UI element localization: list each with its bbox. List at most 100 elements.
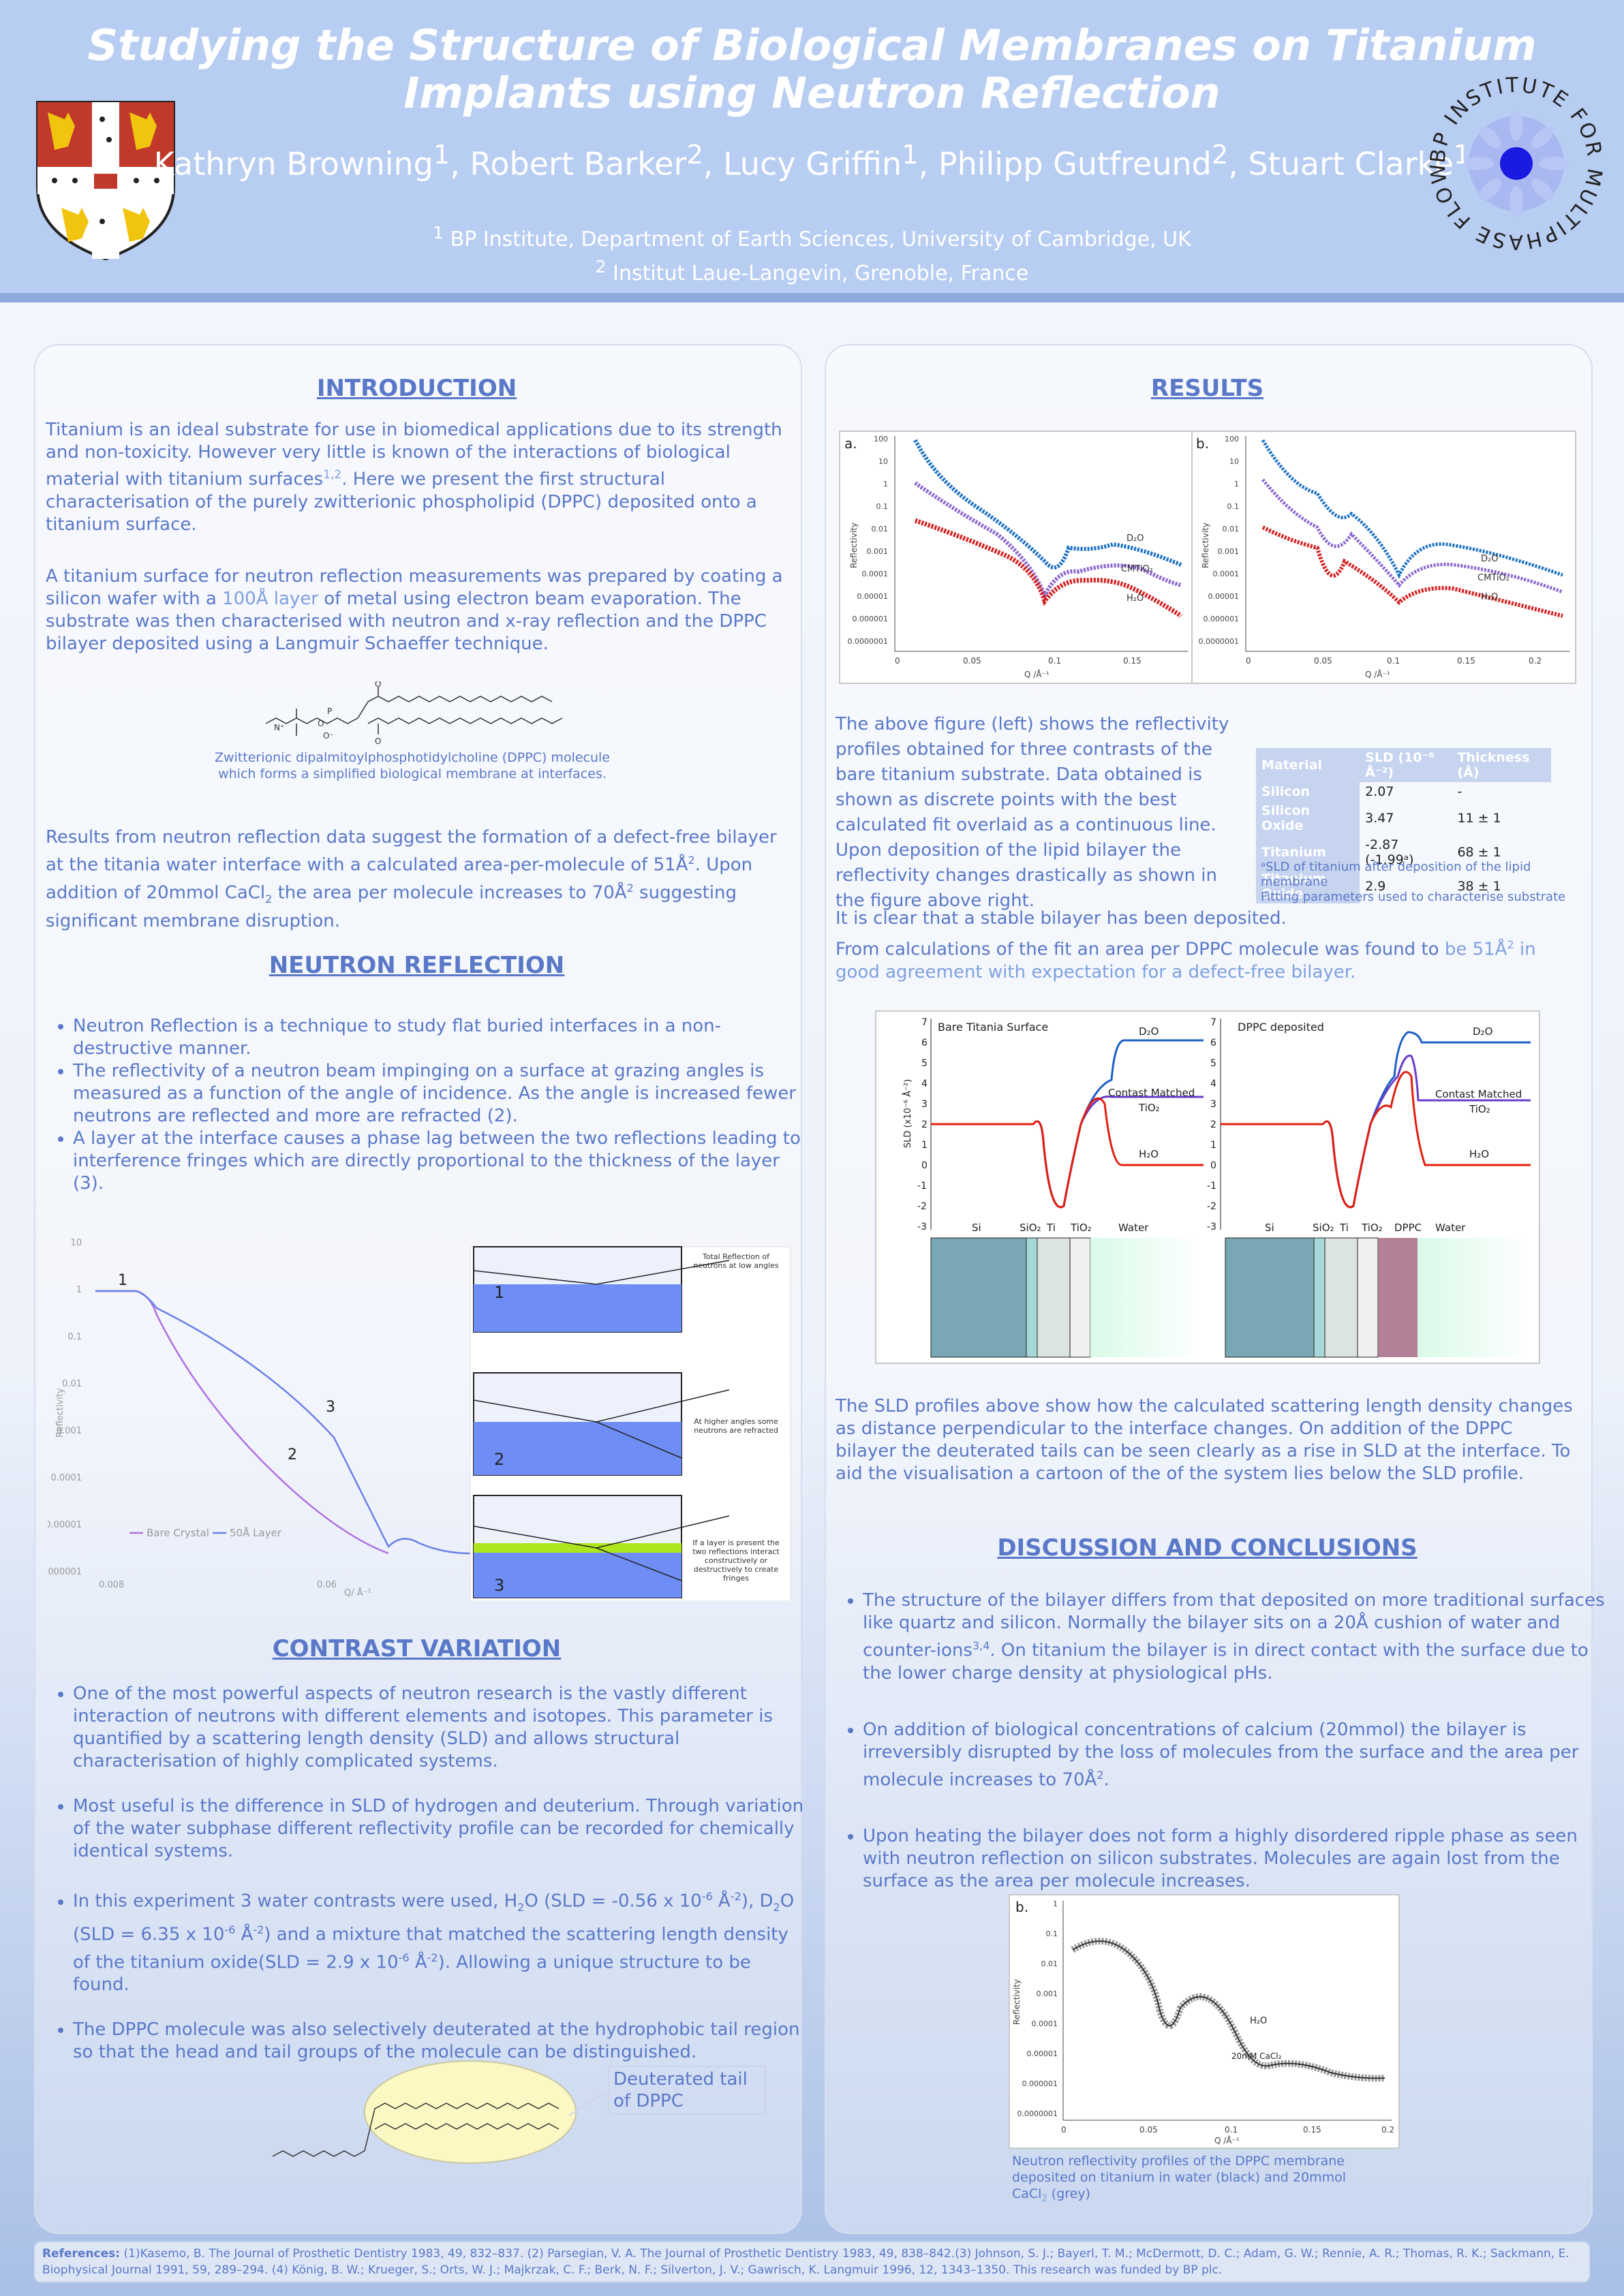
svg-text:H₂O: H₂O [1250,2016,1267,2026]
bullet-item: In this experiment 3 water contrasts wer… [73,1885,809,1996]
sld-left-title: Bare Titania Surface [938,1021,1048,1034]
discussion-bullets: The structure of the bilayer differs fro… [836,1589,1606,1893]
svg-text:-2: -2 [1207,1201,1216,1212]
svg-text:0.05: 0.05 [963,656,981,666]
svg-text:P: P [327,707,332,716]
affiliations: 1 BP Institute, Department of Earth Scie… [136,219,1488,288]
intro-paragraph-3: Results from neutron reflection data sug… [46,827,777,931]
svg-text:0.0001: 0.0001 [862,570,889,578]
calcium-figure-caption: Neutron reflectivity profiles of the DPP… [1012,2154,1347,2204]
bullet-item: Most useful is the difference in SLD of … [73,1795,809,1863]
svg-text:4: 4 [921,1079,928,1089]
svg-text:Contast Matched: Contast Matched [1108,1087,1195,1099]
svg-text:D₂O: D₂O [1473,1025,1492,1038]
svg-text:0.000001: 0.000001 [1204,615,1240,623]
table-row: Silicon 2.07- [1256,782,1551,801]
svg-text:5: 5 [921,1058,928,1069]
neutron-reflection-figure: 10 1 0.1 0.01 0.001 0.0001 0.00001 0.000… [48,1238,791,1601]
fig-a-label: a. [844,435,857,452]
svg-text:1: 1 [494,1283,504,1302]
svg-text:0.1: 0.1 [1046,1929,1058,1938]
svg-text:H₂O: H₂O [1127,593,1144,604]
svg-text:2: 2 [494,1450,504,1469]
legend-50a-layer: 50Å Layer [230,1526,282,1539]
svg-text:0.000001: 0.000001 [1022,2079,1058,2088]
svg-text:0: 0 [921,1160,928,1171]
svg-text:0: 0 [1246,656,1251,666]
svg-text:0.0000001: 0.0000001 [1199,637,1240,646]
author-list: Kathryn Browning1, Robert Barker2, Lucy … [153,140,1471,183]
svg-text:-3: -3 [1207,1222,1216,1232]
curve-label-2: 2 [288,1446,297,1463]
svg-text:-3: -3 [917,1222,927,1232]
fig-b-yticks: 100 10 1 0.1 0.01 0.001 0.0001 0.00001 0… [1199,435,1240,646]
author-name: Stuart Clarke [1248,145,1454,183]
affiliation-text: BP Institute, Department of Earth Scienc… [450,228,1191,251]
deuterated-dppc-molecule [272,2060,577,2164]
svg-text:D₂O: D₂O [1481,554,1498,564]
affiliation-mark: 2 [595,257,607,277]
svg-text:TiO₂: TiO₂ [1138,1102,1160,1114]
fig-b-label: b. [1196,435,1209,452]
svg-text:1: 1 [1210,1140,1216,1151]
svg-text:0.001: 0.001 [57,1426,82,1436]
svg-text:0.2: 0.2 [1529,656,1542,666]
svg-text:2: 2 [1210,1119,1216,1130]
svg-text:0.001: 0.001 [1037,1989,1058,1998]
svg-text:0.01: 0.01 [1041,1959,1058,1968]
author-name: Lucy Griffin [723,145,902,183]
svg-text:0.0000001: 0.0000001 [848,637,889,646]
contrast-variation-heading: CONTRAST VARIATION [272,1635,562,1662]
svg-text:Reflectivity: Reflectivity [55,1388,65,1438]
author-name: Kathryn Browning [153,145,433,183]
results-paragraph-1: The above figure (left) shows the reflec… [836,714,1229,911]
calcium-reflectivity-figure: b. 1 0.1 0.01 0.001 0.0001 0.00001 0.000… [1009,1894,1400,2149]
svg-text:0.1: 0.1 [876,502,889,511]
deuterated-tail-label: Deuterated tail of DPPC [608,2066,766,2115]
svg-text:0: 0 [1210,1160,1216,1171]
svg-text:0.0000001: 0.0000001 [1017,2109,1058,2118]
svg-text:3: 3 [1210,1099,1216,1110]
layer-curve [95,1290,471,1555]
legend-bare-crystal: Bare Crystal [147,1527,209,1539]
svg-text:0.00001: 0.00001 [857,592,889,601]
svg-text:100: 100 [874,435,888,444]
neutron-reflection-bullets: Neutron Reflection is a technique to stu… [46,1015,809,1195]
svg-text:Reflectivity: Reflectivity [1012,1979,1022,2025]
contrast-variation-bullets: One of the most powerful aspects of neut… [46,1683,809,2064]
svg-text:Contast Matched: Contast Matched [1435,1088,1522,1100]
sld-right-title: DPPC deposited [1238,1021,1324,1034]
svg-text:O⁻: O⁻ [323,731,334,741]
references-label: References: [42,2247,121,2261]
references-text: (1)Kasemo, B. The Journal of Prosthetic … [42,2247,1569,2277]
affiliation-mark: 1 [433,140,450,170]
svg-text:Ti: Ti [1339,1222,1349,1234]
svg-text:0.2: 0.2 [1381,2125,1394,2135]
svg-text:CMTiO₂: CMTiO₂ [1121,564,1153,574]
svg-text:6: 6 [921,1038,928,1049]
table-row: Silicon Oxide 3.47 11 ± 1 [1256,801,1551,835]
svg-text:10: 10 [878,457,888,466]
intro-paragraph-1: Titanium is an ideal substrate for use i… [46,420,782,535]
reflectivity-figure-ab: a. b. 100 10 1 0.1 0.01 0.001 0.0001 0.0… [839,431,1576,684]
svg-text:0.0001: 0.0001 [1213,570,1240,578]
svg-text:SLD (x10⁻⁶ Å⁻²): SLD (x10⁻⁶ Å⁻²) [902,1079,913,1148]
svg-text:0.0001: 0.0001 [1032,2019,1058,2028]
svg-text:0: 0 [1061,2125,1067,2135]
affiliation-1: 1 BP Institute, Department of Earth Scie… [136,219,1488,253]
svg-text:Si: Si [972,1222,981,1234]
svg-text:0.001: 0.001 [867,547,889,556]
svg-text:0.15: 0.15 [1123,656,1142,666]
schematic-panel-3 [473,1495,730,1598]
bullet-item: The DPPC molecule was also selectively d… [73,2019,809,2064]
svg-text:O: O [375,736,381,746]
svg-text:5: 5 [1210,1058,1216,1069]
dppc-molecule-structure: N⁺ OPO⁻OO [265,681,563,746]
svg-text:2: 2 [921,1119,928,1130]
svg-text:0.00001: 0.00001 [1027,2049,1058,2058]
bullet-item: The structure of the bilayer differs fro… [863,1589,1606,1685]
table-row: Titanium Oxide 2.9 38 ± 1 [1256,869,1551,903]
svg-text:Q /Å⁻¹: Q /Å⁻¹ [1365,669,1390,679]
svg-text:b.: b. [1015,1899,1028,1915]
svg-text:-1: -1 [1207,1181,1216,1192]
